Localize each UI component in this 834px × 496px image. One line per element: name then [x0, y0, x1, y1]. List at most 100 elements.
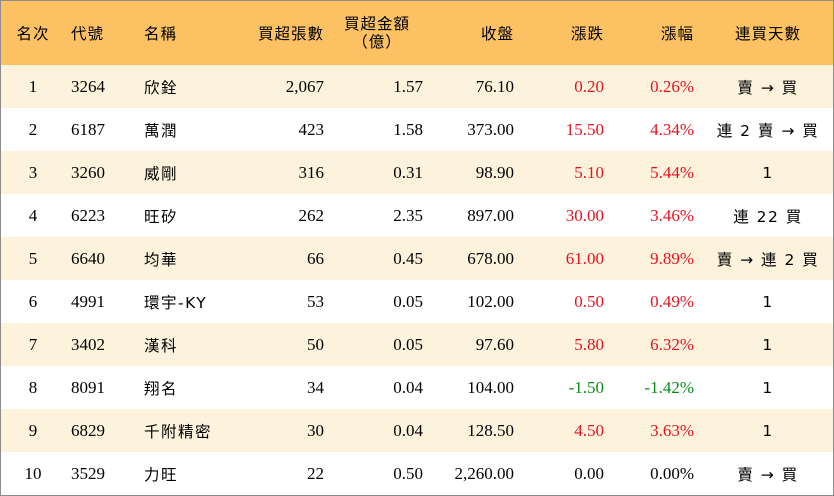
cell-change-pct: -1.42%	[644, 377, 694, 397]
cell-change: 0.20	[574, 76, 604, 96]
cell-net-buy-lots: 34	[307, 377, 324, 397]
header-change-pct: 漲幅	[660, 25, 694, 43]
table-row: 4 6223 旺矽 262 2.35 897.00 30.00 3.46% 連 22 買	[1, 194, 833, 237]
cell-change: 4.50	[574, 420, 604, 440]
cell-net-buy-amount: 2.35	[393, 205, 423, 225]
cell-rank: 1	[28, 76, 38, 96]
table-row: 6 4991 環宇-KY 53 0.05 102.00 0.50 0.49% 1	[1, 280, 833, 323]
table-header: 名次 代號 名稱 買超張數 買超金額 （億） 收盤 漲跌 漲幅 連買天數	[1, 1, 833, 65]
cell-code: 6187	[71, 119, 105, 139]
cell-net-buy-lots: 316	[298, 162, 325, 182]
cell-code: 3402	[71, 334, 105, 354]
cell-code: 3529	[71, 463, 105, 483]
cell-name: 環宇-KY	[144, 293, 208, 312]
cell-code: 3260	[71, 162, 105, 182]
cell-name: 力旺	[144, 465, 179, 484]
cell-close: 678.00	[467, 248, 514, 268]
cell-close: 102.00	[467, 291, 514, 311]
cell-name: 萬潤	[144, 121, 179, 140]
cell-code: 6829	[71, 420, 105, 440]
cell-change: 0.00	[574, 463, 604, 483]
cell-change-pct: 9.89%	[650, 248, 694, 268]
cell-net-buy-lots: 53	[307, 291, 324, 311]
header-consecutive-days: 連買天數	[734, 25, 801, 43]
cell-change-pct: 0.00%	[650, 463, 694, 483]
table-row: 5 6640 均華 66 0.45 678.00 61.00 9.89% 賣 → 連 2 買	[1, 237, 833, 280]
cell-name: 翔名	[144, 379, 179, 398]
cell-net-buy-lots: 30	[307, 420, 324, 440]
cell-close: 97.60	[475, 334, 514, 354]
cell-name: 威剛	[144, 164, 179, 183]
table-row: 8 8091 翔名 34 0.04 104.00 -1.50 -1.42% 1	[1, 366, 833, 409]
cell-change-pct: 5.44%	[650, 162, 694, 182]
table-row: 10 3529 力旺 22 0.50 2,260.00 0.00 0.00% 賣 → 買	[1, 452, 833, 495]
header-name: 名稱	[144, 25, 178, 43]
cell-net-buy-amount: 0.05	[393, 334, 423, 354]
cell-close: 104.00	[467, 377, 514, 397]
cell-change: 30.00	[565, 205, 604, 225]
cell-rank: 9	[28, 420, 38, 440]
cell-consecutive-days: 連 2 賣 → 買	[716, 121, 820, 140]
cell-change: 61.00	[565, 248, 604, 268]
cell-change: 15.50	[565, 119, 604, 139]
cell-net-buy-amount: 0.45	[393, 248, 423, 268]
cell-change-pct: 0.49%	[650, 291, 694, 311]
cell-change-pct: 6.32%	[650, 334, 694, 354]
cell-net-buy-amount: 0.04	[393, 420, 423, 440]
cell-net-buy-amount: 0.31	[393, 162, 423, 182]
cell-rank: 8	[28, 377, 38, 397]
cell-net-buy-amount: 1.58	[393, 119, 423, 139]
cell-net-buy-lots: 66	[307, 248, 324, 268]
cell-rank: 7	[28, 334, 38, 354]
cell-code: 3264	[71, 76, 105, 96]
cell-rank: 3	[28, 162, 38, 182]
cell-consecutive-days: 1	[762, 378, 774, 397]
cell-consecutive-days: 1	[762, 335, 774, 354]
table-row: 3 3260 威剛 316 0.31 98.90 5.10 5.44% 1	[1, 151, 833, 194]
header-code: 代號	[71, 25, 105, 43]
cell-net-buy-amount: 1.57	[393, 76, 423, 96]
header-close: 收盤	[480, 25, 514, 43]
header-net-buy-amount: 買超金額 （億）	[331, 1, 423, 65]
cell-close: 373.00	[467, 119, 514, 139]
cell-rank: 6	[28, 291, 38, 311]
cell-change-pct: 0.26%	[650, 76, 694, 96]
table-row: 1 3264 欣銓 2,067 1.57 76.10 0.20 0.26% 賣 → 買	[1, 65, 833, 108]
header-net-buy-lots: 買超張數	[257, 25, 324, 43]
cell-code: 6223	[71, 205, 105, 225]
cell-rank: 5	[28, 248, 38, 268]
cell-change-pct: 3.63%	[650, 420, 694, 440]
cell-name: 均華	[144, 250, 179, 269]
cell-close: 76.10	[475, 76, 514, 96]
cell-change: -1.50	[568, 377, 604, 397]
cell-change-pct: 3.46%	[650, 205, 694, 225]
header-net-buy-amount-line2: （億）	[352, 33, 402, 51]
cell-consecutive-days: 賣 → 買	[737, 78, 799, 97]
cell-net-buy-amount: 0.05	[393, 291, 423, 311]
table-row: 7 3402 漢科 50 0.05 97.60 5.80 6.32% 1	[1, 323, 833, 366]
cell-consecutive-days: 連 22 買	[733, 207, 803, 226]
cell-consecutive-days: 1	[762, 421, 774, 440]
cell-code: 8091	[71, 377, 105, 397]
cell-name: 千附精密	[144, 422, 213, 441]
header-rank: 名次	[16, 25, 50, 43]
cell-rank: 2	[28, 119, 38, 139]
cell-net-buy-lots: 262	[298, 205, 325, 225]
cell-rank: 4	[28, 205, 38, 225]
cell-consecutive-days: 賣 → 買	[737, 465, 799, 484]
cell-consecutive-days: 1	[762, 163, 774, 182]
cell-name: 漢科	[144, 336, 179, 355]
cell-net-buy-amount: 0.04	[393, 377, 423, 397]
cell-change: 5.10	[574, 162, 604, 182]
cell-close: 2,260.00	[454, 463, 515, 483]
cell-close: 128.50	[467, 420, 514, 440]
cell-change-pct: 4.34%	[650, 119, 694, 139]
cell-close: 897.00	[467, 205, 514, 225]
cell-name: 旺矽	[144, 207, 179, 226]
table-row: 2 6187 萬潤 423 1.58 373.00 15.50 4.34% 連 2 賣 → 買	[1, 108, 833, 151]
cell-net-buy-lots: 2,067	[285, 76, 324, 96]
cell-net-buy-lots: 50	[307, 334, 324, 354]
cell-consecutive-days: 賣 → 連 2 買	[716, 250, 820, 269]
cell-close: 98.90	[475, 162, 514, 182]
